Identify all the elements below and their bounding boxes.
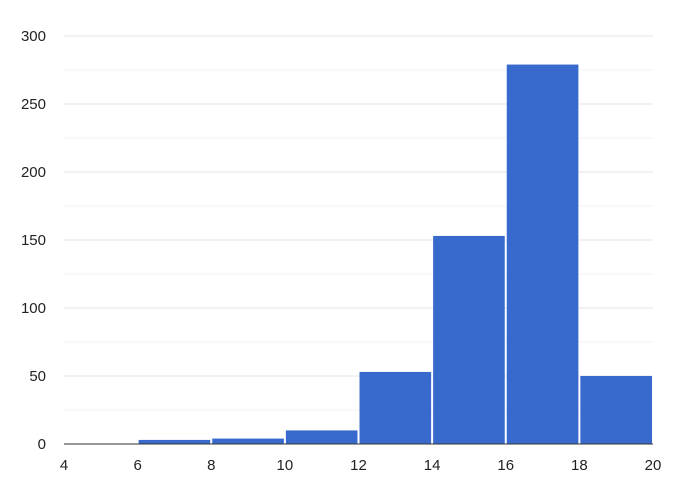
y-tick-label: 100 — [21, 300, 46, 317]
bar-6-8 — [138, 439, 211, 444]
x-tick-label: 14 — [424, 457, 441, 474]
y-tick-label: 200 — [21, 164, 46, 181]
bar-18-20 — [580, 376, 652, 444]
bar-16-18 — [506, 64, 579, 444]
x-tick-label: 6 — [133, 457, 141, 474]
x-tick-label: 8 — [207, 457, 215, 474]
bar-14-16 — [433, 235, 505, 444]
x-tick-label: 12 — [350, 457, 367, 474]
bar-8-10 — [212, 438, 284, 444]
x-axis-ticks: 4 6 8 10 12 14 16 18 20 — [60, 457, 662, 474]
y-axis-ticks: 0 50 100 150 200 250 300 — [21, 28, 46, 453]
x-tick-label: 16 — [497, 457, 514, 474]
bar-10-12 — [285, 430, 358, 444]
y-tick-label: 250 — [21, 96, 46, 113]
y-tick-label: 0 — [38, 436, 46, 453]
y-tick-label: 150 — [21, 232, 46, 249]
x-tick-label: 18 — [571, 457, 588, 474]
bars — [138, 64, 652, 444]
x-tick-label: 10 — [277, 457, 294, 474]
x-tick-label: 4 — [60, 457, 68, 474]
y-tick-label: 50 — [29, 368, 46, 385]
x-tick-label: 20 — [645, 457, 662, 474]
bar-12-14 — [359, 371, 432, 444]
y-tick-label: 300 — [21, 28, 46, 45]
